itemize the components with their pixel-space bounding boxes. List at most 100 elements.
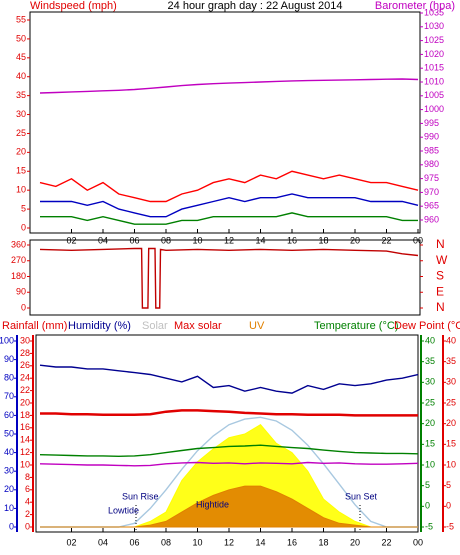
annotation: Hightide [196,499,229,509]
y2-tick-label: 980 [424,159,439,169]
y3-tick-label: 15 [425,439,435,449]
y2-tick-label: W [436,253,448,267]
y-tick-label: 55 [16,14,26,24]
x-tick-label: 04 [98,235,108,245]
series-line [39,364,418,394]
x-tick-label: 00 [413,235,423,245]
y2-tick-label: 12 [20,447,30,457]
y-tick-label: 360 [11,239,26,249]
x-tick-label: 04 [98,537,108,547]
x-tick-label: 18 [318,537,328,547]
y2-tick-label: N [436,300,445,314]
x-tick-label: 22 [381,235,391,245]
y2-tick-label: 1000 [424,104,444,114]
y2-tick-label: 1020 [424,49,444,59]
y4-tick-label: 40 [446,335,456,345]
y-tick-label: 0 [9,521,14,531]
y-tick-label: 90 [4,354,14,364]
annotation: Lowtide [108,505,139,515]
x-tick-label: 20 [350,235,360,245]
y3-tick-label: 10 [425,459,435,469]
y2-tick-label: 26 [20,360,30,370]
x-tick-label: 10 [192,537,202,547]
legend-entry: Dew Point (°C) [394,320,460,332]
y4-tick-label: 35 [446,356,456,366]
series-line [39,247,419,309]
y2-tick-label: 1015 [424,63,444,73]
x-tick-label: 12 [224,537,234,547]
y3-tick-label: 40 [425,335,435,345]
y2-tick-label: S [436,269,444,283]
frame [29,11,421,234]
series-area [40,485,418,528]
y-tick-label: 80 [4,373,14,383]
frame [29,239,421,316]
series-line [40,212,418,225]
x-tick-label: 12 [224,235,234,245]
x-tick-label: 14 [255,537,265,547]
x-tick-label: 06 [129,537,139,547]
y-tick-label: 180 [11,271,26,281]
y2-tick-label: 22 [20,385,30,395]
x-tick-label: 16 [287,537,297,547]
y3-tick-label: -5 [425,521,433,531]
y4-tick-label: 10 [446,459,456,469]
y-tick-label: 0 [21,222,26,232]
x-tick-label: 20 [350,537,360,547]
y2-tick-label: 20 [20,397,30,407]
y2-tick-label: 1030 [424,21,444,31]
x-tick-label: 22 [381,537,391,547]
y4-tick-label: 20 [446,418,456,428]
y2-tick-label: 4 [25,497,30,507]
y4-tick-label: 5 [446,480,451,490]
y4-tick-label: 30 [446,377,456,387]
y-tick-label: 50 [4,428,14,438]
y-tick-label: 50 [16,33,26,43]
y2-tick-label: 995 [424,118,439,128]
y2-tick-label: 0 [25,521,30,531]
series-line [39,170,419,203]
y4-tick-label: -5 [446,521,454,531]
y-tick-label: 0 [21,302,26,312]
y-tick-label: 100 [0,335,14,345]
y2-tick-label: 960 [424,214,439,224]
x-tick-label: 14 [255,235,265,245]
y2-axis-label: Barometer (hpa) [375,0,455,12]
y2-tick-label: E [436,284,444,298]
y3-tick-label: 0 [425,501,430,511]
y-tick-label: 20 [16,147,26,157]
y2-tick-label: N [436,237,445,251]
y2-tick-label: 8 [25,472,30,482]
y2-tick-label: 970 [424,187,439,197]
y2-tick-label: 990 [424,132,439,142]
x-tick-label: 08 [161,537,171,547]
annotation: Sun Rise [122,491,159,501]
y-tick-label: 30 [16,109,26,119]
y2-tick-label: 1005 [424,90,444,100]
y-tick-label: 25 [16,128,26,138]
y2-tick-label: 1025 [424,35,444,45]
legend-entry: Max solar [174,320,222,332]
x-tick-label: 00 [413,537,423,547]
x-tick-label: 06 [129,235,139,245]
y4-tick-label: 25 [446,397,456,407]
y2-tick-label: 985 [424,145,439,155]
x-tick-label: 02 [66,537,76,547]
y3-tick-label: 30 [425,377,435,387]
y-tick-label: 70 [4,391,14,401]
y-tick-label: 10 [4,503,14,513]
y-tick-label: 90 [16,287,26,297]
legend-entry: Temperature (°C) [314,320,398,332]
x-tick-label: 18 [318,235,328,245]
y3-tick-label: 20 [425,418,435,428]
series-line [40,193,419,218]
y2-tick-label: 2 [25,509,30,519]
legend-entry: Solar [142,320,168,332]
series-line [39,461,418,467]
legend-entry: UV [249,320,265,332]
y-tick-label: 40 [16,71,26,81]
y-tick-label: 30 [4,466,14,476]
y2-tick-label: 10 [20,459,30,469]
y2-tick-label: 18 [20,410,30,420]
